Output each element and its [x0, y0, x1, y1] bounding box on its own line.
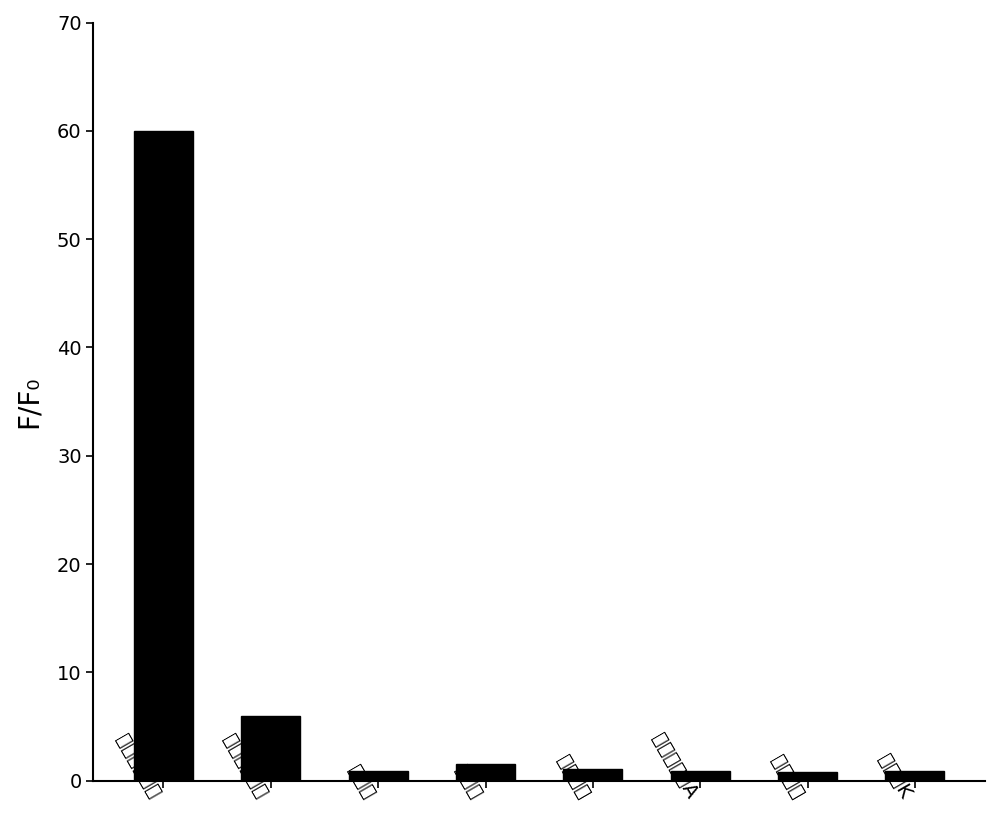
- Bar: [885, 771, 944, 781]
- Bar: [241, 716, 300, 781]
- Bar: [671, 771, 730, 781]
- Bar: [778, 772, 837, 781]
- Bar: [563, 769, 622, 781]
- Y-axis label: F/F₀: F/F₀: [15, 375, 43, 428]
- Bar: [134, 131, 193, 781]
- Bar: [456, 765, 515, 781]
- Bar: [349, 771, 408, 781]
